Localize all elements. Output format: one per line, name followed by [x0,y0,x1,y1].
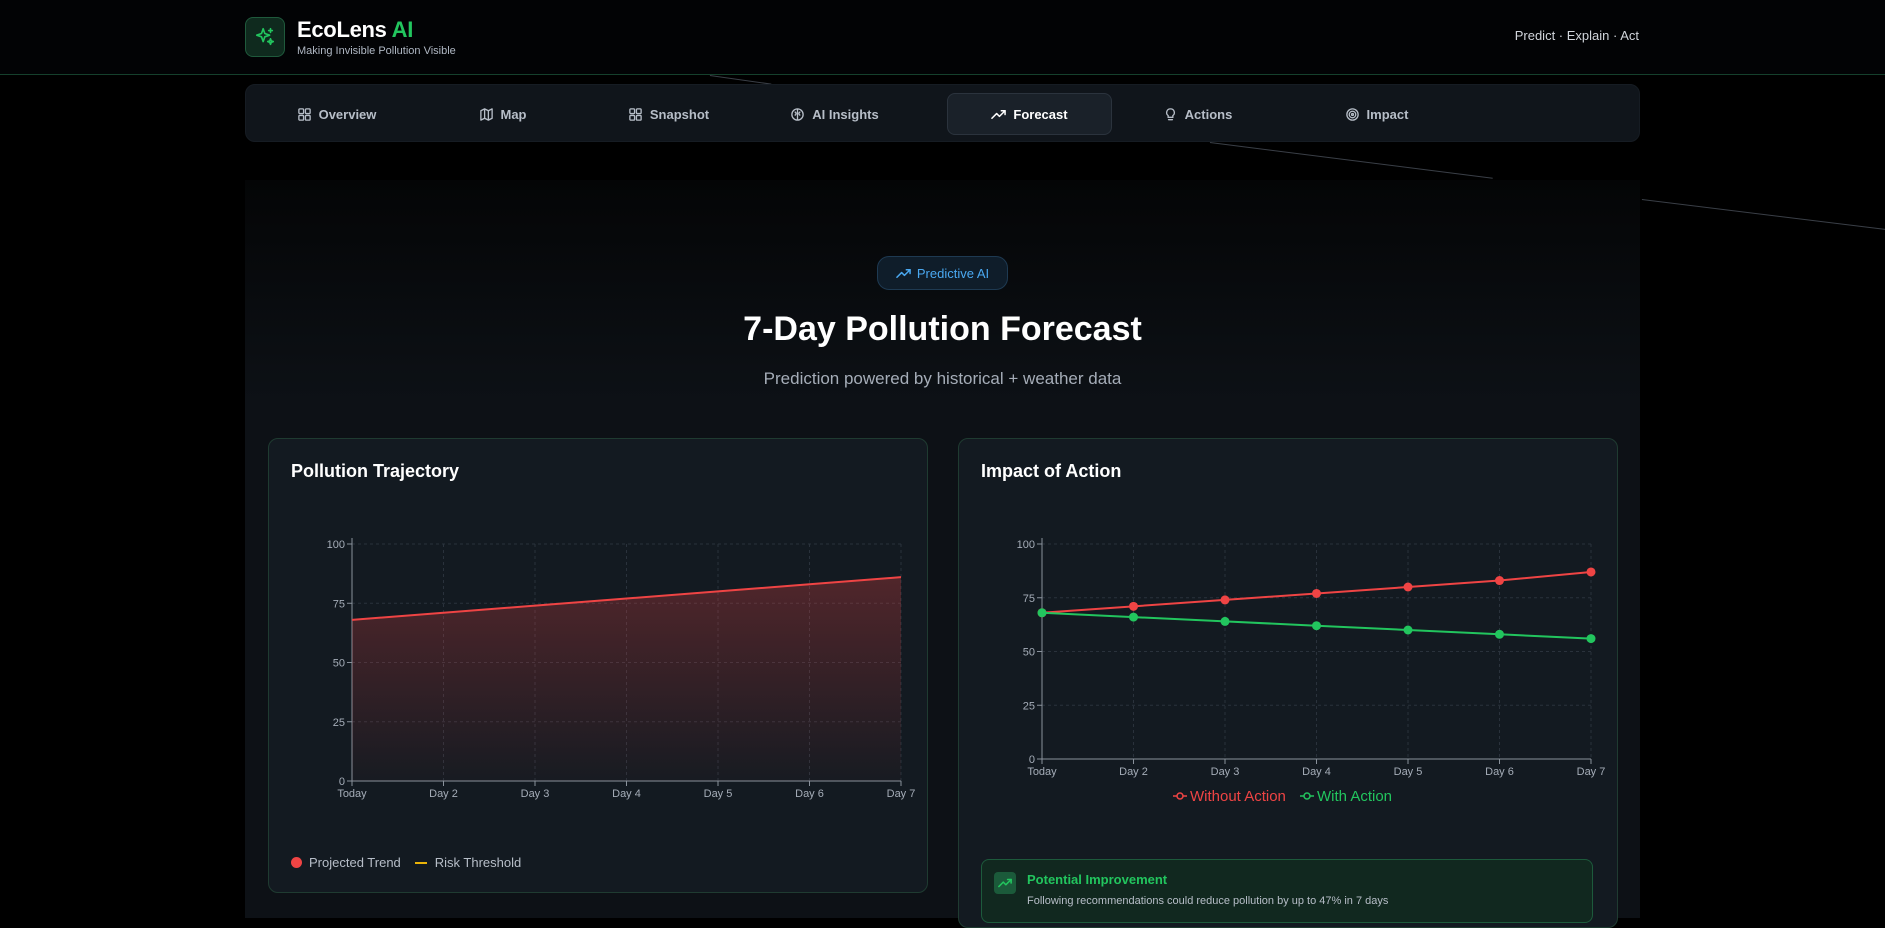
lightbulb-icon [1163,107,1178,122]
y-tick-label: 50 [333,658,345,670]
card-title: Impact of Action [981,461,1122,481]
x-tick-label: Day 5 [704,788,733,800]
with-action-point [1403,625,1413,635]
tab-map[interactable]: Map [420,93,585,135]
pollution-trajectory-chart: 0 25 50 75 100 Today Day 2 Day 3 Day 4 Day 5 Day 6… [327,538,916,800]
y-tick-label: 0 [339,776,345,788]
y-tick-label: 100 [327,539,345,551]
grid-icon [628,107,643,122]
projected-trend-swatch [291,857,302,868]
with-action-point [1586,634,1596,644]
tab-actions[interactable]: Actions [1115,93,1280,135]
x-tick-label: Day 2 [429,788,458,800]
without-action-point [1403,582,1413,592]
tab-label: AI Insights [812,106,879,122]
y-tick-label: 0 [1029,754,1035,766]
brand[interactable]: EcoLens AI Making Invisible Pollution Vi… [245,17,456,57]
tab-ai-insights[interactable]: AI Insights [752,93,917,135]
tab-overview[interactable]: Overview [254,93,419,135]
predictive-ai-badge: Predictive AI [877,256,1008,290]
tab-impact[interactable]: Impact [1294,93,1459,135]
x-tick-label: Day 2 [1119,766,1148,778]
page-subtitle: Prediction powered by historical + weath… [763,369,1122,388]
x-tick-label: Day 7 [887,788,916,800]
without-action-point [1312,588,1321,598]
x-tick-label: Today [1027,766,1057,778]
x-tick-label: Day 6 [795,788,824,800]
brain-icon [790,107,805,122]
tab-snapshot[interactable]: Snapshot [586,93,751,135]
x-tick-label: Day 4 [612,788,641,800]
sparkles-icon [245,17,285,57]
header-motto: Predict · Explain · Act [1514,28,1639,43]
impact-of-action-card: Impact of Action 0 25 50 75 100 Today Day 2 Day… [958,438,1618,928]
x-tick-label: Day 3 [1211,766,1240,778]
y-tick-label: 75 [1023,593,1035,605]
risk-threshold-swatch [414,861,427,864]
with-action-point [1129,612,1138,622]
legend-label: Projected Trend [309,855,401,870]
main-nav: Overview Map Snapshot AI Insights Foreca… [245,84,1640,142]
without-action-legend-label: Without Action [1190,788,1286,805]
tab-label: Forecast [1013,106,1068,122]
y-tick-label: 100 [1017,539,1035,551]
tab-label: Impact [1366,106,1409,122]
without-action-point [1129,601,1138,611]
tab-label: Snapshot [649,106,710,122]
decorative-line [1209,142,1493,179]
impact-of-action-chart: 0 25 50 75 100 Today Day 2 Day 3 Day 4 Day 5 Day 6… [1017,538,1606,805]
with-action-point [1495,629,1504,639]
x-tick-label: Today [337,788,367,800]
tab-label: Overview [318,106,377,122]
improvement-title: Potential Improvement [1027,872,1168,887]
legend-label: Risk Threshold [434,855,522,870]
tab-label: Actions [1184,106,1233,122]
x-tick-label: Day 7 [1577,766,1606,778]
y-tick-label: 50 [1023,647,1035,659]
pollution-trajectory-card: Pollution Trajectory 0 25 50 75 100 Today Day … [268,438,928,893]
improvement-text: Following recommendations could reduce p… [1027,895,1389,907]
without-action-point [1586,567,1596,577]
without-action-point [1495,576,1504,586]
x-tick-label: Day 3 [521,788,550,800]
chart-legend: Projected Trend Risk Threshold [291,855,521,870]
tab-forecast[interactable]: Forecast [947,93,1112,135]
x-tick-label: Day 5 [1394,766,1423,778]
projected-trend-area [352,577,901,781]
map-icon [479,107,494,122]
brand-tagline: Making Invisible Pollution Visible [297,44,456,57]
card-title: Pollution Trajectory [291,461,460,481]
trending-up-icon [991,107,1007,122]
without-action-legend-marker [1176,792,1184,800]
projected-trend-line [351,576,902,621]
trending-up-icon [896,266,911,281]
with-action-point [1037,608,1047,618]
target-icon [1345,107,1360,122]
with-action-legend-marker [1303,792,1311,800]
page-title: 7-Day Pollution Forecast [743,310,1142,348]
app-header: EcoLens AI Making Invisible Pollution Vi… [0,0,1885,75]
decorative-line [1641,199,1885,230]
with-action-legend-label: With Action [1317,788,1392,805]
with-action-point [1220,616,1230,626]
trending-up-icon [994,872,1016,894]
y-tick-label: 25 [1023,700,1035,712]
y-tick-label: 25 [333,717,345,729]
with-action-point [1312,621,1321,631]
brand-name: EcoLens AI [297,16,414,42]
without-action-point [1220,595,1230,605]
badge-label: Predictive AI [916,265,990,281]
x-tick-label: Day 4 [1302,766,1331,778]
y-tick-label: 75 [333,598,345,610]
tab-label: Map [500,106,527,122]
potential-improvement-callout: Potential Improvement Following recommen… [981,859,1593,923]
grid-icon [297,107,312,122]
x-tick-label: Day 6 [1485,766,1514,778]
